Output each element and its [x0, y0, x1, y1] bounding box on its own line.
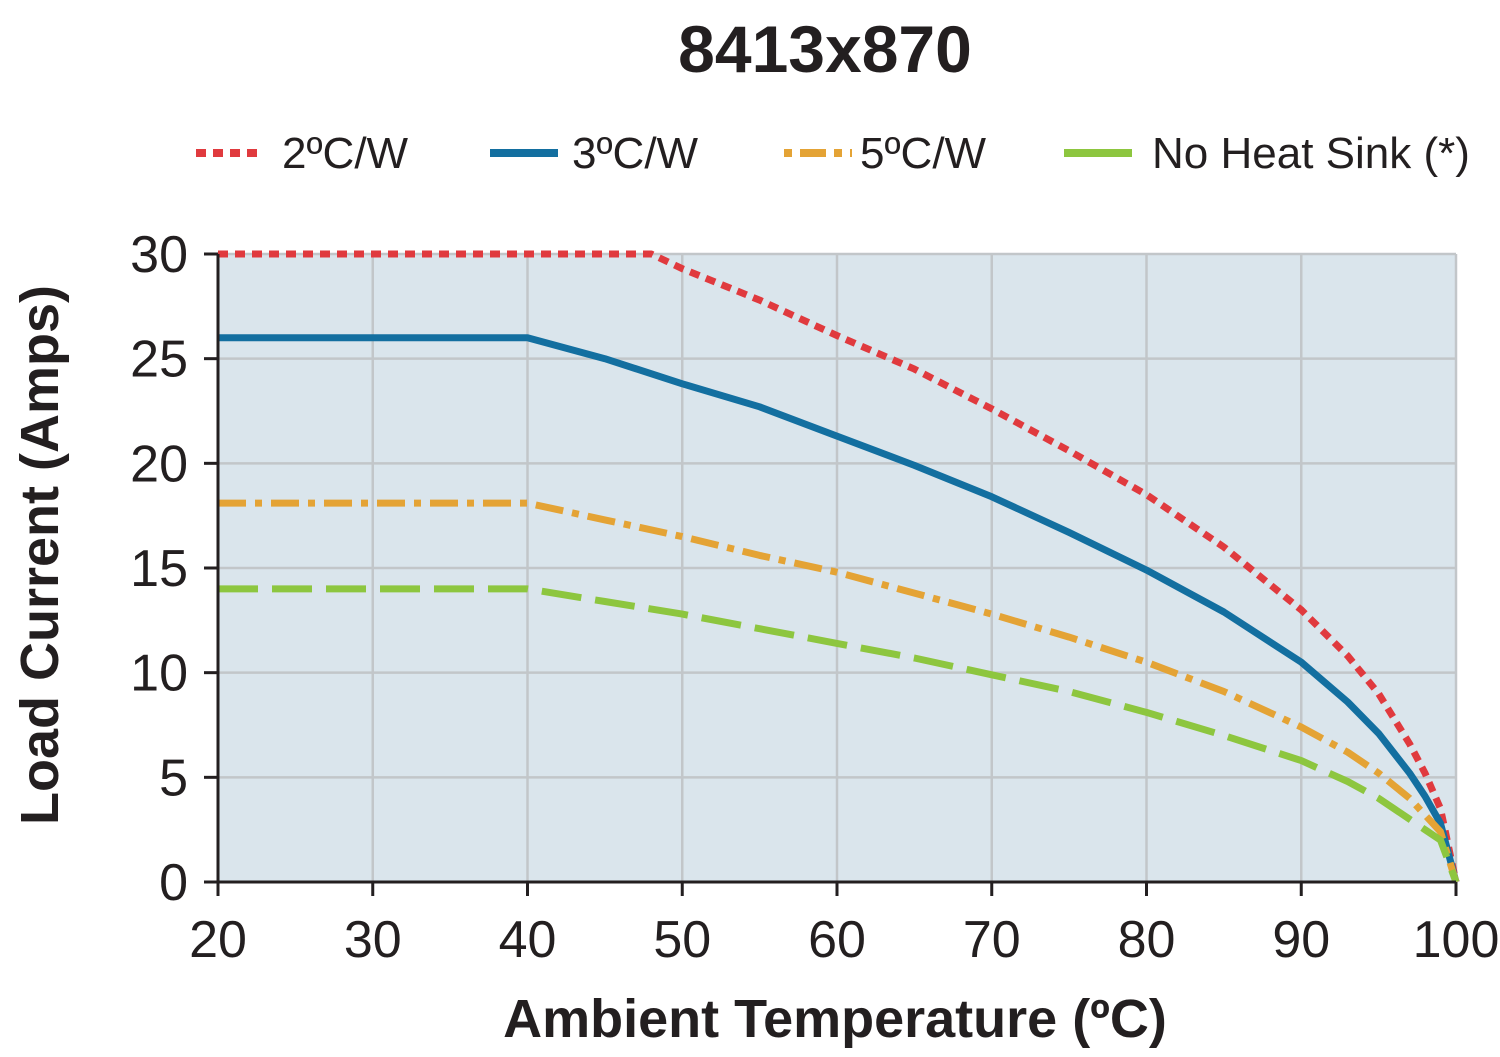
chart-title: 8413x870 — [678, 12, 972, 86]
series-layer — [218, 250, 1460, 884]
y-tick-label: 30 — [130, 226, 188, 284]
y-axis-label: Load Current (Amps) — [10, 285, 70, 825]
x-tick-label: 20 — [189, 911, 247, 969]
x-tick-label: 60 — [808, 911, 866, 969]
x-tick-label: 30 — [344, 911, 402, 969]
x-tick-label: 40 — [499, 911, 557, 969]
y-tick-label: 15 — [130, 540, 188, 598]
y-tick-label: 20 — [130, 435, 188, 493]
y-tick-label: 5 — [159, 749, 188, 807]
series-line-2 — [218, 334, 1460, 883]
y-tick-label: 25 — [130, 331, 188, 389]
y-tick-label: 0 — [159, 854, 188, 912]
legend-label-1: 2ºC/W — [282, 129, 409, 178]
legend-label-3: 5ºC/W — [860, 129, 987, 178]
x-tick-label: 90 — [1272, 911, 1330, 969]
x-tick-label: 50 — [653, 911, 711, 969]
series-line-4 — [218, 585, 1460, 884]
x-tick-label: 100 — [1413, 911, 1500, 969]
series-line-1 — [218, 250, 1460, 883]
y-axis-ticks: 0 5 10 15 20 25 30 — [130, 226, 218, 912]
legend-label-4: No Heat Sink (*) — [1152, 129, 1470, 178]
y-tick-label: 10 — [130, 645, 188, 703]
x-tick-label: 80 — [1118, 911, 1176, 969]
x-tick-label: 70 — [963, 911, 1021, 969]
grid-lines — [216, 252, 1458, 884]
series-line-3 — [218, 499, 1460, 884]
legend: 2ºC/W 3ºC/W 5ºC/W No Heat Sink (*) — [196, 129, 1470, 178]
x-axis-ticks: 20 30 40 50 60 70 80 90 100 — [189, 882, 1499, 969]
legend-label-2: 3ºC/W — [572, 129, 699, 178]
x-axis-label: Ambient Temperature (ºC) — [503, 989, 1167, 1049]
